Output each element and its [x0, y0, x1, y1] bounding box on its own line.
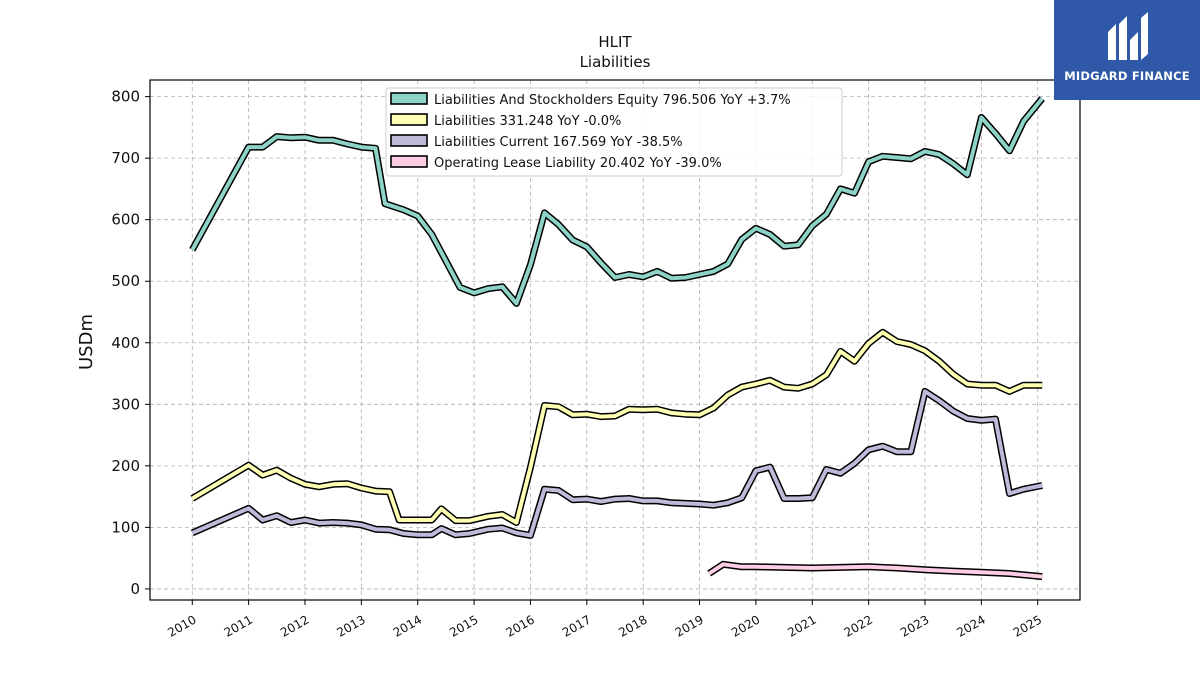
y-tick-label: 400 [111, 334, 140, 352]
legend-swatch [390, 134, 428, 147]
series-line [708, 562, 1043, 579]
legend-swatch [390, 92, 428, 105]
x-tick-label: 2021 [785, 612, 818, 639]
chart-title: HLIT [598, 33, 632, 51]
y-tick-label: 600 [111, 211, 140, 229]
y-axis: 0 100 200 300 400 500 600 700 800 [111, 88, 150, 598]
legend-entry: Liabilities Current 167.569 YoY -38.5% [434, 135, 683, 150]
legend-swatch [390, 155, 428, 168]
midgard-logo-icon [1108, 12, 1148, 60]
y-tick-label: 800 [111, 88, 140, 106]
x-tick-label: 2024 [954, 612, 987, 639]
y-tick-label: 200 [111, 457, 140, 475]
y-tick-label: 100 [111, 518, 140, 536]
y-tick-label: 700 [111, 149, 140, 167]
legend-entry: Liabilities And Stockholders Equity 796.… [434, 93, 791, 108]
x-tick-label: 2020 [729, 612, 762, 639]
legend: Liabilities And Stockholders Equity 796.… [385, 87, 843, 177]
legend-swatch [390, 113, 428, 126]
x-tick-label: 2019 [673, 612, 706, 639]
series-line [191, 389, 1043, 538]
x-tick-label: 2018 [616, 612, 649, 639]
chart-subtitle: Liabilities [580, 53, 651, 71]
series-line [191, 330, 1043, 525]
y-tick-label: 0 [130, 580, 140, 598]
x-tick-label: 2016 [504, 612, 537, 639]
series-0 [189, 96, 1045, 307]
x-tick-label: 2022 [842, 612, 875, 639]
series-lines [189, 96, 1045, 581]
brand-name: MIDGARD FINANCE [1064, 69, 1190, 83]
x-tick-label: 2023 [898, 612, 931, 639]
legend-entry: Operating Lease Liability 20.402 YoY -39… [434, 156, 722, 171]
legend-entry: Liabilities 331.248 YoY -0.0% [434, 114, 621, 129]
x-tick-label: 2014 [391, 612, 424, 639]
x-tick-label: 2013 [334, 612, 367, 639]
y-tick-label: 500 [111, 272, 140, 290]
series-3 [707, 560, 1043, 581]
plot-frame [149, 79, 1081, 601]
x-tick-label: 2012 [278, 612, 311, 639]
brand-logo: MIDGARD FINANCE [1054, 0, 1200, 100]
series-2 [190, 387, 1043, 539]
x-axis: 2010 2011 2012 2013 2014 2015 2016 2017 2018 2019… [165, 600, 1044, 640]
x-tick-label: 2015 [447, 612, 480, 639]
x-tick-label: 2017 [560, 612, 593, 639]
y-tick-label: 300 [111, 395, 140, 413]
x-tick-label: 2010 [165, 612, 198, 639]
y-axis-label: USDm [76, 314, 97, 370]
legend-box [385, 87, 843, 177]
series-line [190, 97, 1044, 306]
x-tick-label: 2025 [1011, 612, 1044, 639]
x-tick-label: 2011 [222, 612, 255, 639]
series-1 [190, 328, 1043, 526]
